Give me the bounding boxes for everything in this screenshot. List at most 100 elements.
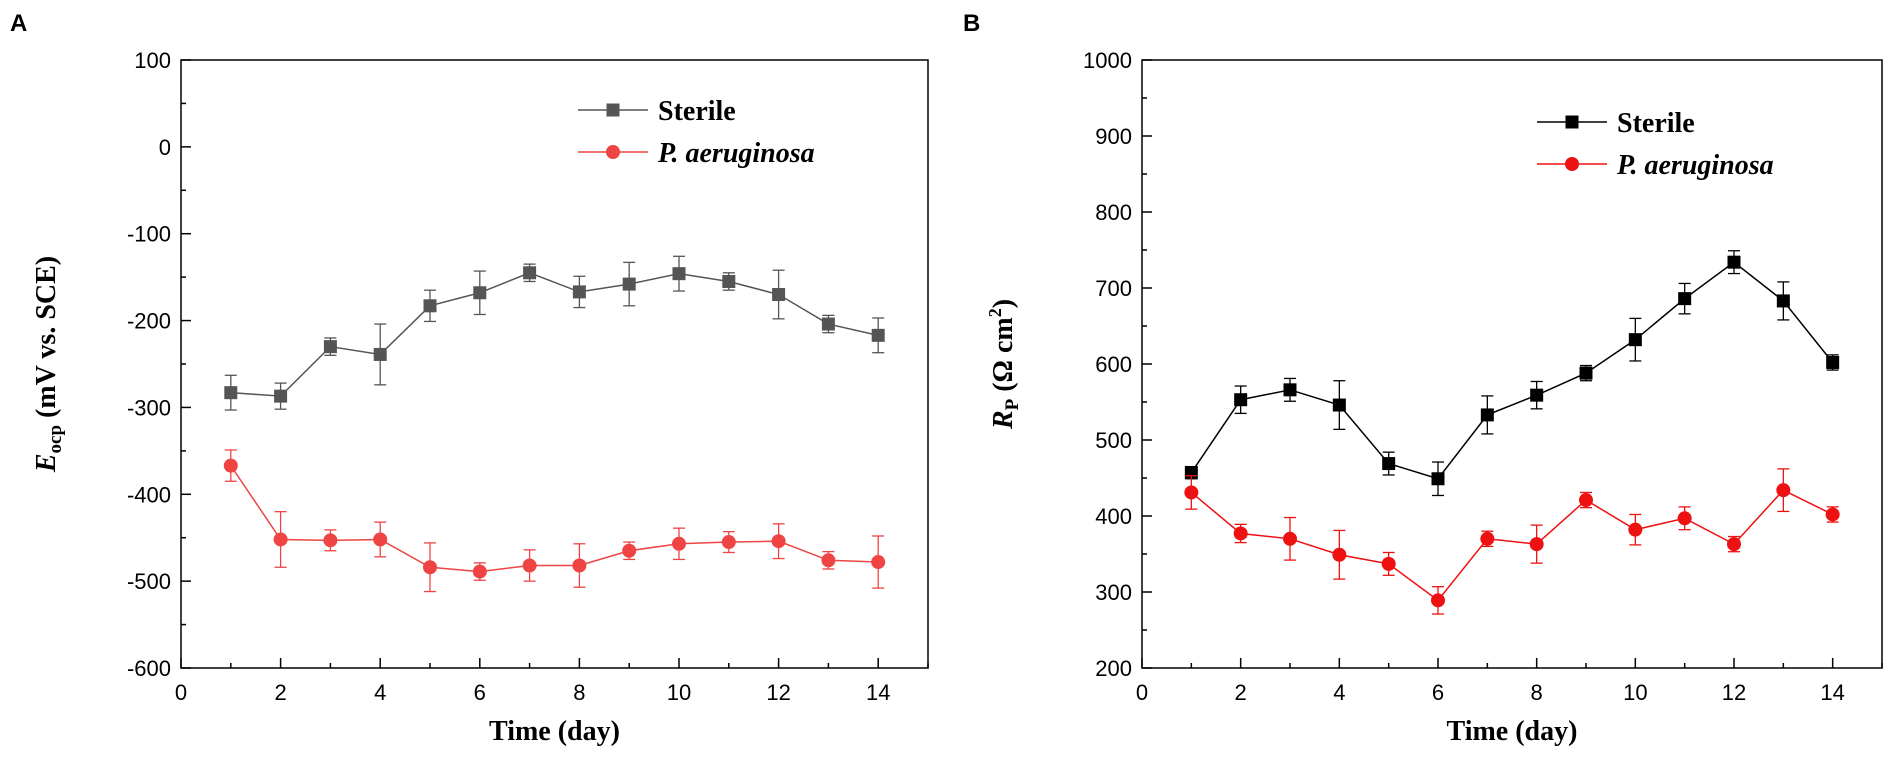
series-p-aeruginosa [223, 449, 886, 593]
y-axis-title-close: ) [988, 299, 1019, 308]
series-sterile [1184, 250, 1840, 497]
data-point [1381, 556, 1396, 571]
data-point [821, 553, 836, 568]
x-tick-label: 6 [474, 680, 486, 705]
data-point [1480, 408, 1494, 422]
y-axis-title-symbol: R [988, 410, 1019, 430]
x-tick-label: 8 [1531, 680, 1543, 705]
series-line [230, 465, 879, 573]
data-point [821, 317, 835, 331]
data-point [1283, 531, 1297, 546]
data-point [1529, 537, 1544, 552]
y-tick-label: 900 [1095, 124, 1132, 149]
data-point [672, 267, 686, 281]
data-point [423, 560, 437, 575]
data-point [1382, 457, 1396, 471]
data-point [1825, 507, 1840, 522]
data-point [423, 299, 437, 313]
data-point [473, 286, 487, 300]
series-line [1190, 489, 1833, 602]
y-axis-title-superscript: 2 [985, 308, 1005, 317]
x-axis-title: Time (day) [1447, 716, 1578, 747]
x-tick-label: 0 [1136, 680, 1148, 705]
y-tick-label: 1000 [1083, 48, 1132, 73]
data-point [1677, 511, 1692, 526]
x-tick-label: 14 [1820, 680, 1844, 705]
y-axis-title-subscript: ocp [45, 425, 66, 454]
panel-label-b: B [963, 10, 981, 37]
x-tick-label: 2 [274, 680, 286, 705]
data-point [1628, 333, 1642, 347]
x-tick-label: 10 [667, 680, 691, 705]
data-point [1776, 294, 1790, 308]
data-point [722, 274, 736, 288]
y-tick-label: 800 [1095, 200, 1132, 225]
data-point [1628, 522, 1643, 537]
data-point [1431, 593, 1445, 608]
series-sterile [224, 255, 885, 411]
y-tick-label: 0 [159, 135, 171, 160]
data-point [1332, 547, 1347, 562]
data-point [523, 266, 537, 280]
y-tick-label: -200 [127, 309, 171, 334]
data-point [522, 558, 537, 573]
x-tick-label: 14 [866, 680, 890, 705]
legend-marker [1565, 157, 1579, 171]
data-point [1234, 393, 1248, 407]
data-point [1776, 483, 1791, 498]
data-point [871, 328, 885, 342]
data-point [1530, 388, 1544, 402]
y-axis-title-units: (mV vs. SCE) [31, 256, 62, 425]
data-point [1727, 537, 1741, 552]
y-tick-label: 700 [1095, 276, 1132, 301]
data-point [373, 347, 387, 361]
x-tick-label: 12 [766, 680, 790, 705]
data-point [1431, 472, 1445, 486]
y-tick-label: 600 [1095, 352, 1132, 377]
data-point [1283, 383, 1297, 397]
data-point [572, 558, 587, 573]
x-tick-label: 12 [1722, 680, 1746, 705]
legend-label-sterile: Sterile [1617, 108, 1695, 139]
data-point [1480, 531, 1495, 546]
legend-marker [606, 103, 620, 117]
series-line [1190, 261, 1834, 480]
data-point [572, 285, 586, 299]
data-point [223, 458, 238, 473]
legend-label-p-aeruginosa: P. aeruginosa [657, 138, 815, 169]
data-point [373, 532, 388, 547]
x-tick-label: 4 [1333, 680, 1345, 705]
chart-a: 0 2 4 6 8 10 12 14 -600 -500 -400 -300 -200 -100 0 100 T… [31, 48, 929, 747]
y-tick-label: -500 [127, 569, 171, 594]
series-line [230, 271, 879, 397]
y-tick-label: 200 [1095, 656, 1132, 681]
data-point [1579, 366, 1593, 380]
y-axis-title-subscript: P [1002, 398, 1023, 410]
x-axis-title: Time (day) [489, 716, 620, 747]
data-point [224, 386, 238, 400]
legend-marker [606, 145, 620, 159]
legend-label-p-aeruginosa: P. aeruginosa [1616, 150, 1774, 181]
data-point [1233, 526, 1248, 541]
x-tick-label: 8 [573, 680, 585, 705]
data-point [772, 288, 786, 302]
data-point [323, 340, 337, 354]
data-point [771, 534, 786, 549]
data-point [871, 555, 886, 570]
data-point [1579, 493, 1593, 508]
data-point [472, 564, 487, 579]
data-point [672, 536, 686, 551]
data-point [622, 543, 637, 558]
series-p-aeruginosa [1184, 468, 1840, 615]
data-point [721, 535, 736, 550]
data-point [323, 533, 338, 548]
data-point [1826, 355, 1840, 369]
y-tick-label: -600 [127, 656, 171, 681]
legend-marker [1565, 115, 1579, 129]
y-tick-label: -300 [127, 395, 171, 420]
x-tick-label: 10 [1623, 680, 1647, 705]
x-tick-label: 0 [175, 680, 187, 705]
data-point [1332, 398, 1346, 412]
legend-label-sterile: Sterile [658, 96, 736, 127]
data-point [274, 389, 288, 403]
